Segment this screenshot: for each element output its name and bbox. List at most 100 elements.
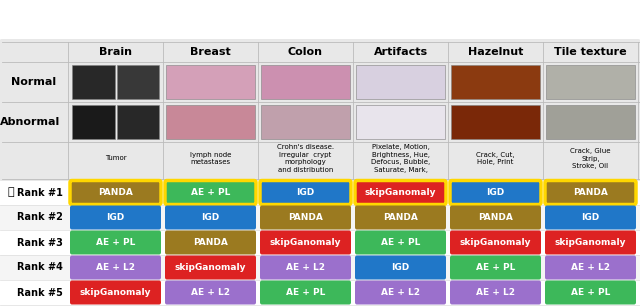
Text: skipGanomaly: skipGanomaly — [80, 288, 151, 297]
FancyBboxPatch shape — [355, 255, 446, 279]
FancyBboxPatch shape — [546, 65, 635, 99]
FancyBboxPatch shape — [545, 255, 636, 279]
FancyBboxPatch shape — [261, 65, 350, 99]
Text: AE + L2: AE + L2 — [191, 288, 230, 297]
Text: Rank #4: Rank #4 — [17, 262, 63, 273]
Text: Rank #5: Rank #5 — [17, 287, 63, 297]
FancyBboxPatch shape — [450, 281, 541, 305]
Text: AE + L2: AE + L2 — [571, 263, 610, 272]
FancyBboxPatch shape — [260, 181, 351, 204]
FancyBboxPatch shape — [165, 205, 256, 230]
Text: AE + PL: AE + PL — [191, 188, 230, 197]
FancyBboxPatch shape — [260, 281, 351, 305]
FancyBboxPatch shape — [165, 281, 256, 305]
Text: AE + PL: AE + PL — [96, 238, 135, 247]
Text: Hazelnut: Hazelnut — [468, 47, 523, 57]
Text: skipGanomaly: skipGanomaly — [365, 188, 436, 197]
Text: skipGanomaly: skipGanomaly — [555, 238, 627, 247]
FancyBboxPatch shape — [116, 105, 159, 139]
Text: Brain: Brain — [99, 47, 132, 57]
Text: PANDA: PANDA — [383, 213, 418, 222]
Text: PANDA: PANDA — [478, 213, 513, 222]
FancyBboxPatch shape — [355, 181, 446, 204]
FancyBboxPatch shape — [450, 205, 541, 230]
FancyBboxPatch shape — [0, 280, 640, 305]
Text: Crohn's disease.
Irregular  crypt
morphology
and distribution: Crohn's disease. Irregular crypt morphol… — [277, 144, 334, 173]
FancyBboxPatch shape — [545, 205, 636, 230]
Text: Tile texture: Tile texture — [554, 47, 627, 57]
FancyBboxPatch shape — [0, 180, 640, 305]
Text: AE + L2: AE + L2 — [286, 263, 325, 272]
Text: AE + PL: AE + PL — [381, 238, 420, 247]
Text: AE + PL: AE + PL — [476, 263, 515, 272]
Text: AE + PL: AE + PL — [571, 288, 610, 297]
Text: IGD: IGD — [486, 188, 504, 197]
Text: AE + L2: AE + L2 — [96, 263, 135, 272]
FancyBboxPatch shape — [65, 39, 640, 182]
Text: Abnormal: Abnormal — [0, 117, 60, 127]
FancyBboxPatch shape — [0, 180, 640, 205]
FancyBboxPatch shape — [260, 231, 351, 255]
FancyBboxPatch shape — [0, 39, 69, 182]
Text: IGD: IGD — [202, 213, 220, 222]
FancyBboxPatch shape — [356, 65, 445, 99]
Text: 👑: 👑 — [8, 188, 15, 197]
Text: IGD: IGD — [392, 263, 410, 272]
Text: PANDA: PANDA — [98, 188, 133, 197]
FancyBboxPatch shape — [70, 205, 161, 230]
Text: IGD: IGD — [296, 188, 315, 197]
Text: AE + PL: AE + PL — [286, 288, 325, 297]
FancyBboxPatch shape — [450, 181, 541, 204]
FancyBboxPatch shape — [450, 231, 541, 255]
FancyBboxPatch shape — [0, 205, 640, 230]
Text: skipGanomaly: skipGanomaly — [460, 238, 531, 247]
Text: AE + L2: AE + L2 — [381, 288, 420, 297]
Text: Rank #2: Rank #2 — [17, 212, 63, 223]
FancyBboxPatch shape — [355, 205, 446, 230]
Text: Colon: Colon — [288, 47, 323, 57]
FancyBboxPatch shape — [260, 205, 351, 230]
FancyBboxPatch shape — [355, 231, 446, 255]
Text: Breast: Breast — [190, 47, 231, 57]
FancyBboxPatch shape — [450, 255, 541, 279]
FancyBboxPatch shape — [70, 231, 161, 255]
FancyBboxPatch shape — [545, 281, 636, 305]
Text: Crack, Glue
Strip,
Stroke, Oil: Crack, Glue Strip, Stroke, Oil — [570, 148, 611, 169]
Text: Rank #3: Rank #3 — [17, 238, 63, 247]
FancyBboxPatch shape — [545, 231, 636, 255]
FancyBboxPatch shape — [165, 231, 256, 255]
Text: Pixelate, Motion,
Brightness, Hue,
Defocus, Bubble,
Saturate, Mark,: Pixelate, Motion, Brightness, Hue, Defoc… — [371, 144, 430, 173]
Text: Artifacts: Artifacts — [373, 47, 428, 57]
FancyBboxPatch shape — [166, 65, 255, 99]
FancyBboxPatch shape — [546, 105, 635, 139]
FancyBboxPatch shape — [116, 65, 159, 99]
Text: IGD: IGD — [106, 213, 125, 222]
Text: PANDA: PANDA — [193, 238, 228, 247]
Text: Normal: Normal — [12, 77, 56, 87]
FancyBboxPatch shape — [72, 65, 115, 99]
Text: skipGanomaly: skipGanomaly — [175, 263, 246, 272]
FancyBboxPatch shape — [545, 181, 636, 204]
Text: IGD: IGD — [581, 213, 600, 222]
FancyBboxPatch shape — [355, 281, 446, 305]
FancyBboxPatch shape — [0, 230, 640, 255]
FancyBboxPatch shape — [260, 255, 351, 279]
FancyBboxPatch shape — [70, 255, 161, 279]
FancyBboxPatch shape — [166, 105, 255, 139]
Text: Tumor: Tumor — [105, 156, 126, 161]
FancyBboxPatch shape — [356, 105, 445, 139]
Text: PANDA: PANDA — [288, 213, 323, 222]
FancyBboxPatch shape — [451, 65, 540, 99]
Text: lymph node
metastases: lymph node metastases — [190, 152, 231, 165]
Text: Crack, Cut,
Hole, Print: Crack, Cut, Hole, Print — [476, 152, 515, 165]
FancyBboxPatch shape — [165, 255, 256, 279]
FancyBboxPatch shape — [261, 105, 350, 139]
Text: AE + L2: AE + L2 — [476, 288, 515, 297]
Text: Rank #1: Rank #1 — [17, 188, 63, 197]
Text: skipGanomaly: skipGanomaly — [269, 238, 341, 247]
FancyBboxPatch shape — [451, 105, 540, 139]
FancyBboxPatch shape — [0, 255, 640, 280]
FancyBboxPatch shape — [70, 181, 161, 204]
FancyBboxPatch shape — [72, 105, 115, 139]
FancyBboxPatch shape — [70, 281, 161, 305]
